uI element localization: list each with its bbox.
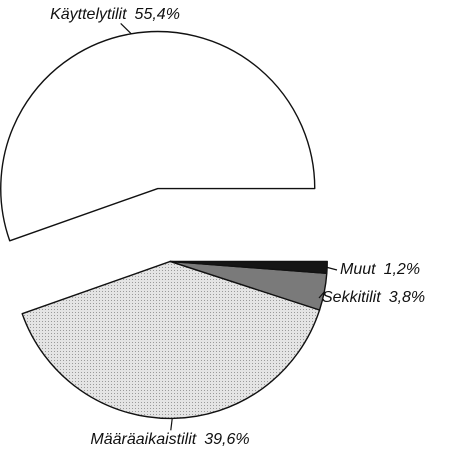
- leader-line: [120, 23, 132, 35]
- leader-line: [326, 266, 338, 271]
- slice-label: Käyttelytilit 55,4%: [50, 6, 180, 23]
- slice-category: Sekkitilit: [322, 289, 381, 306]
- slice-label: Muut 1,2%: [340, 261, 420, 278]
- slice-category: Muut: [340, 261, 376, 278]
- slice-value: 3,8%: [389, 289, 425, 306]
- slice-category: Käyttelytilit: [50, 6, 127, 23]
- slice-value: 55,4%: [135, 6, 180, 23]
- leader-line: [170, 418, 173, 431]
- slice-label: Määräaikaistilit 39,6%: [90, 431, 249, 448]
- pie-slice: [0, 30, 316, 242]
- slice-label: Sekkitilit 3,8%: [322, 289, 425, 306]
- slice-category: Määräaikaistilit: [90, 431, 196, 448]
- slice-value: 1,2%: [384, 261, 420, 278]
- slice-value: 39,6%: [204, 431, 249, 448]
- leader-line: [318, 291, 325, 299]
